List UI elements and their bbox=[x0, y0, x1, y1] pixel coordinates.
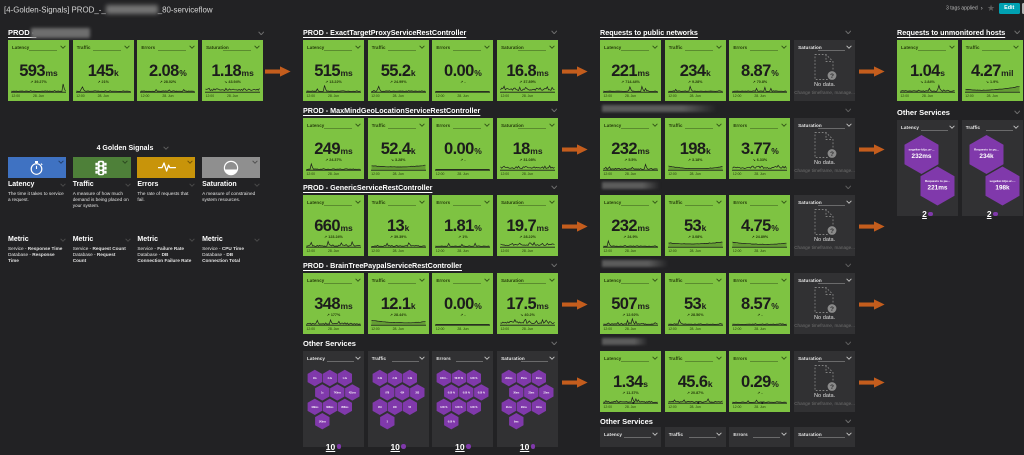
svg-text:30ms: 30ms bbox=[513, 393, 520, 395]
svg-text:0.00 %: 0.00 % bbox=[448, 393, 455, 395]
svg-text:?: ? bbox=[830, 228, 834, 235]
svg-text:9ms: 9ms bbox=[514, 421, 519, 423]
svg-text:262ms: 262ms bbox=[505, 378, 513, 380]
svg-text:?: ? bbox=[830, 306, 834, 313]
svg-text:35ms: 35ms bbox=[521, 378, 528, 380]
svg-text:Requests to pu...: Requests to pu... bbox=[925, 179, 950, 183]
svg-text:668ms: 668ms bbox=[326, 407, 334, 409]
svg-text:20ms: 20ms bbox=[521, 407, 528, 409]
svg-text:22ms: 22ms bbox=[543, 393, 550, 395]
svg-text:234k: 234k bbox=[979, 153, 994, 160]
svg-text:0.00 %: 0.00 % bbox=[441, 407, 448, 409]
svg-text:100.0...: 100.0... bbox=[440, 378, 448, 380]
svg-text:segelter-blju.ur-...: segelter-blju.ur-... bbox=[909, 148, 935, 152]
svg-text:164: 164 bbox=[378, 406, 383, 409]
svg-text:4.4s: 4.4s bbox=[328, 377, 333, 380]
svg-text:743ms: 743ms bbox=[334, 392, 342, 395]
svg-text:434: 434 bbox=[400, 392, 405, 395]
svg-text:1.4s: 1.4s bbox=[343, 377, 348, 380]
svg-text:50.57 %: 50.57 % bbox=[455, 378, 463, 380]
svg-text:Requests to pu...: Requests to pu... bbox=[974, 148, 999, 152]
svg-text:21ms: 21ms bbox=[506, 407, 513, 409]
svg-text:33ms: 33ms bbox=[536, 378, 543, 380]
svg-text:segelter-blju.ur-...: segelter-blju.ur-... bbox=[989, 179, 1015, 183]
svg-text:1.4k: 1.4k bbox=[407, 377, 412, 380]
svg-text:0.00 %: 0.00 % bbox=[471, 378, 478, 380]
svg-text:0.00 %: 0.00 % bbox=[471, 407, 478, 409]
svg-text:?: ? bbox=[830, 151, 834, 158]
svg-text:4.4k: 4.4k bbox=[377, 377, 382, 380]
svg-text:449ms: 449ms bbox=[311, 406, 319, 409]
svg-text:283: 283 bbox=[415, 393, 420, 395]
svg-text:?: ? bbox=[830, 384, 834, 391]
svg-text:0.00 %: 0.00 % bbox=[478, 393, 485, 395]
svg-text:978: 978 bbox=[385, 393, 390, 395]
svg-text:100: 100 bbox=[393, 407, 398, 409]
svg-text:?: ? bbox=[830, 73, 834, 80]
svg-text:431ms: 431ms bbox=[349, 392, 357, 395]
svg-text:23ms: 23ms bbox=[528, 393, 535, 395]
svg-text:1s: 1s bbox=[321, 393, 324, 395]
svg-text:10s: 10s bbox=[313, 378, 318, 380]
svg-text:0.00 %: 0.00 % bbox=[448, 421, 455, 423]
svg-text:232ms: 232ms bbox=[912, 153, 932, 160]
svg-text:198k: 198k bbox=[995, 185, 1010, 192]
svg-text:2.4k: 2.4k bbox=[392, 377, 397, 380]
svg-text:221ms: 221ms bbox=[928, 185, 948, 192]
svg-text:0.00 %: 0.00 % bbox=[463, 393, 470, 395]
svg-text:143ms: 143ms bbox=[319, 420, 327, 423]
svg-text:54: 54 bbox=[408, 406, 411, 409]
svg-text:0.00 %: 0.00 % bbox=[456, 407, 463, 409]
svg-text:958ms: 958ms bbox=[341, 407, 349, 409]
svg-text:3: 3 bbox=[386, 421, 388, 423]
svg-text:19ms: 19ms bbox=[536, 407, 543, 409]
